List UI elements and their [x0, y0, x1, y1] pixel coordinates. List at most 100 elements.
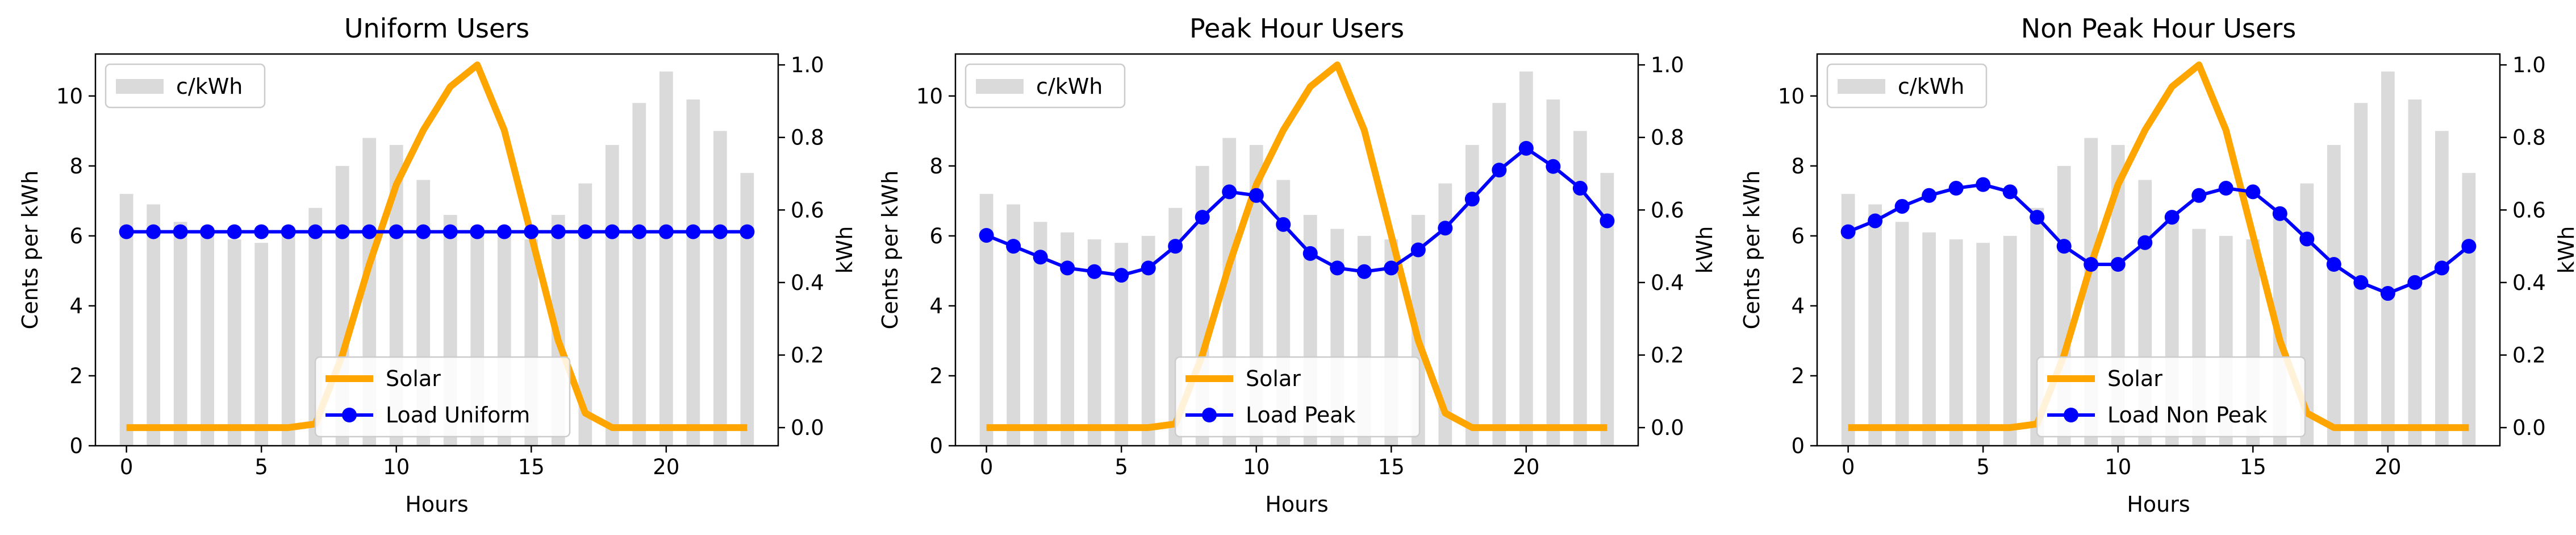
- price-bar: [281, 235, 295, 446]
- load-point: [2434, 260, 2449, 276]
- price-bar: [201, 232, 215, 446]
- x-tick-label: 20: [653, 455, 679, 479]
- price-bar: [173, 222, 187, 446]
- price-bar: [2327, 144, 2341, 446]
- load-point: [1276, 217, 1291, 232]
- x-tick-label: 15: [1378, 455, 1405, 479]
- solar-line: [986, 61, 1608, 432]
- legend-lines: Solar Load Peak: [1174, 356, 1421, 438]
- price-bar: [1949, 239, 1963, 446]
- load-point: [2245, 184, 2261, 200]
- price-bar: [686, 99, 700, 446]
- price-bar: [1600, 173, 1614, 446]
- x-tick-label: 0: [1842, 455, 1855, 479]
- load-point: [2137, 235, 2153, 250]
- price-bar: [578, 183, 592, 446]
- price-bar: [1438, 183, 1452, 446]
- load-point: [740, 224, 755, 239]
- y-tick-label: 8: [929, 154, 943, 179]
- price-bar: [632, 103, 646, 446]
- load-point: [2299, 231, 2315, 247]
- load-point: [119, 224, 134, 239]
- legend-swatch-load-marker: [342, 408, 357, 422]
- load-point: [1518, 140, 1534, 156]
- price-bar: [147, 204, 161, 446]
- y-tick-label: 6: [69, 224, 83, 248]
- load-point: [389, 224, 404, 239]
- y-tick-label: 4: [69, 294, 83, 318]
- y2-tick-label: 0.0: [2512, 416, 2546, 440]
- price-bar: [1141, 235, 1155, 446]
- load-point: [2110, 257, 2126, 272]
- load-point: [1384, 260, 1399, 276]
- x-tick-label: 10: [383, 455, 410, 479]
- y-tick-label: 8: [1791, 154, 1805, 179]
- load-point: [2030, 210, 2045, 225]
- load-point: [470, 224, 485, 239]
- chart-title: Non Peak Hour Users: [2021, 13, 2296, 44]
- load-point: [1195, 210, 1210, 225]
- chart-panel-1: Uniform Users 0 5 10 15 20 0 2 4 6 8 10 0.0 0.2 0.4 0.6…: [18, 13, 857, 517]
- price-bar: [254, 243, 269, 446]
- legend-price: c/kWh: [1826, 63, 1988, 109]
- y-axis-label: Cents per kWh: [18, 171, 43, 330]
- price-bar: [2435, 131, 2449, 446]
- load-point: [2407, 275, 2423, 290]
- load-point: [362, 224, 377, 239]
- load-point: [335, 224, 350, 239]
- legend-box: [965, 63, 1126, 109]
- legend-label-price: c/kWh: [1036, 74, 1103, 99]
- load-line: [1847, 183, 2470, 296]
- legend-lines: Solar Load Non Peak: [2036, 356, 2306, 438]
- y-tick-label: 2: [929, 364, 943, 388]
- legend-label-solar: Solar: [386, 366, 441, 391]
- y-axis-label: Cents per kWh: [878, 171, 903, 330]
- legend-label-solar: Solar: [2107, 366, 2162, 391]
- x-axis-label: Hours: [1265, 492, 1328, 517]
- legend-box: [2036, 356, 2306, 438]
- price-bar: [2003, 235, 2017, 446]
- y2-tick-label: 0.2: [2512, 343, 2546, 368]
- price-bar: [1546, 99, 1560, 446]
- load-point: [2164, 210, 2180, 225]
- load-point: [712, 224, 728, 239]
- load-point: [2002, 184, 2018, 200]
- y-tick-label: 0: [929, 434, 943, 458]
- y2-axis-label: kWh: [832, 226, 857, 274]
- load-point: [1840, 224, 1856, 239]
- load-point: [173, 224, 188, 239]
- legend-swatch-load-marker: [1202, 408, 1217, 422]
- load-point: [1249, 188, 1264, 203]
- load-point: [1976, 177, 1991, 192]
- load-point: [1546, 159, 1561, 174]
- y-tick-label: 2: [1791, 364, 1805, 388]
- load-point: [2056, 239, 2072, 254]
- x-tick-label: 15: [2240, 455, 2266, 479]
- price-bar: [1841, 194, 1855, 446]
- load-point: [1894, 198, 1910, 214]
- x-tick-label: 5: [1114, 455, 1128, 479]
- load-point: [1464, 192, 1480, 207]
- load-point: [2326, 257, 2341, 272]
- price-bar: [713, 131, 727, 446]
- y2-tick-label: 1.0: [2512, 53, 2546, 77]
- load-point: [2353, 275, 2369, 290]
- load-point: [1356, 264, 1372, 279]
- y-tick-label: 4: [929, 294, 943, 318]
- axes-frame: [1816, 53, 2501, 447]
- x-axis-label: Hours: [405, 492, 468, 517]
- load-point: [308, 224, 323, 239]
- solar-line: [1848, 61, 2469, 432]
- price-bar: [605, 144, 619, 446]
- y-axis-label: Cents per kWh: [1739, 171, 1764, 330]
- x-axis-label: Hours: [2127, 492, 2190, 517]
- load-point: [1087, 264, 1102, 279]
- price-bar: [119, 194, 133, 446]
- price-bar: [1573, 131, 1587, 446]
- load-point: [686, 224, 701, 239]
- x-tick-label: 5: [1976, 455, 1990, 479]
- x-tick-label: 20: [2374, 455, 2401, 479]
- x-tick-label: 5: [254, 455, 268, 479]
- price-bar: [2381, 71, 2395, 446]
